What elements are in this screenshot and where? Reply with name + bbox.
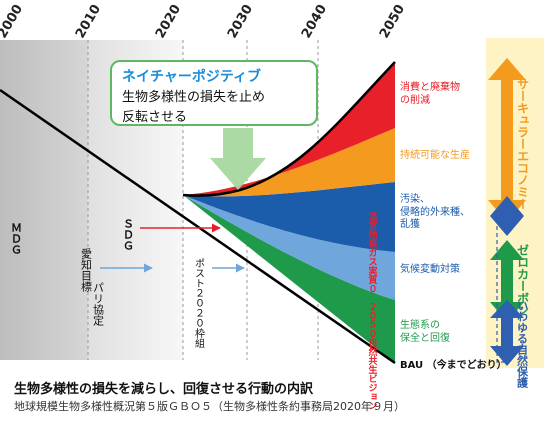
nature-positive-curve bbox=[182, 61, 396, 197]
callout-title: ネイチャーポジティブ bbox=[122, 69, 262, 85]
mdg-region bbox=[0, 40, 88, 360]
nature-positive-callout: ネイチャーポジティブ 生物多様性の損失を止め 反転させる bbox=[110, 60, 318, 126]
label-consumption: 消費と廃棄物 の削減 bbox=[400, 82, 460, 106]
callout-line-2: 反転させる bbox=[122, 110, 188, 125]
label-sustainable: 持続可能な生産 bbox=[400, 150, 470, 161]
year-gridlines bbox=[87, 40, 319, 360]
caption-title: 生物多様性の損失を減らし、回復させる行動の内訳 bbox=[14, 382, 314, 397]
pari-label: パリ協定 bbox=[91, 282, 105, 326]
mdg-label: ＭＤＧ bbox=[9, 222, 23, 255]
vision-note: 温室効果ガス実質０ ２０５０自然共生ビジョン bbox=[366, 212, 377, 410]
band-red bbox=[183, 62, 395, 196]
post2020-label: ポスト２０２０枠組 bbox=[192, 258, 204, 348]
label-climate: 気候変動対策 bbox=[400, 264, 460, 275]
sdg-label: ＳＤＧ bbox=[121, 218, 135, 251]
bau-decline-line bbox=[0, 88, 396, 365]
zero-carbon-label: ゼロカーボン bbox=[515, 244, 530, 316]
nature-conservation-label: いわゆる自然保護 bbox=[515, 300, 529, 388]
blue-diamond-arrow bbox=[490, 196, 524, 236]
band-lightblue bbox=[183, 195, 395, 300]
band-green bbox=[183, 195, 395, 363]
callout-line-1: 生物多様性の損失を止め bbox=[122, 90, 266, 105]
caption-subtitle: 地球規模生物多様性概況第５版ＧＢＯ５（生物多様性条約事務局2020年９月） bbox=[14, 400, 405, 413]
zero-carbon-arrow bbox=[490, 240, 524, 322]
band-darkblue bbox=[183, 182, 395, 252]
circular-economy-label: サーキュラーエコノミー bbox=[515, 78, 530, 210]
aichi-label: 愛知目標 bbox=[79, 248, 93, 292]
down-arrow bbox=[210, 128, 266, 190]
label-pollution: 汚染、 侵略的外来種、 乱獲 bbox=[400, 194, 470, 230]
label-ecosystem: 生態系の 保全と回復 bbox=[400, 320, 450, 344]
band-orange bbox=[183, 128, 395, 197]
dashed-bracket bbox=[496, 212, 510, 363]
label-bau: BAU （今までどおり） bbox=[400, 360, 507, 371]
circular-economy-arrow bbox=[488, 58, 526, 222]
nature-conservation-arrow bbox=[490, 300, 524, 366]
